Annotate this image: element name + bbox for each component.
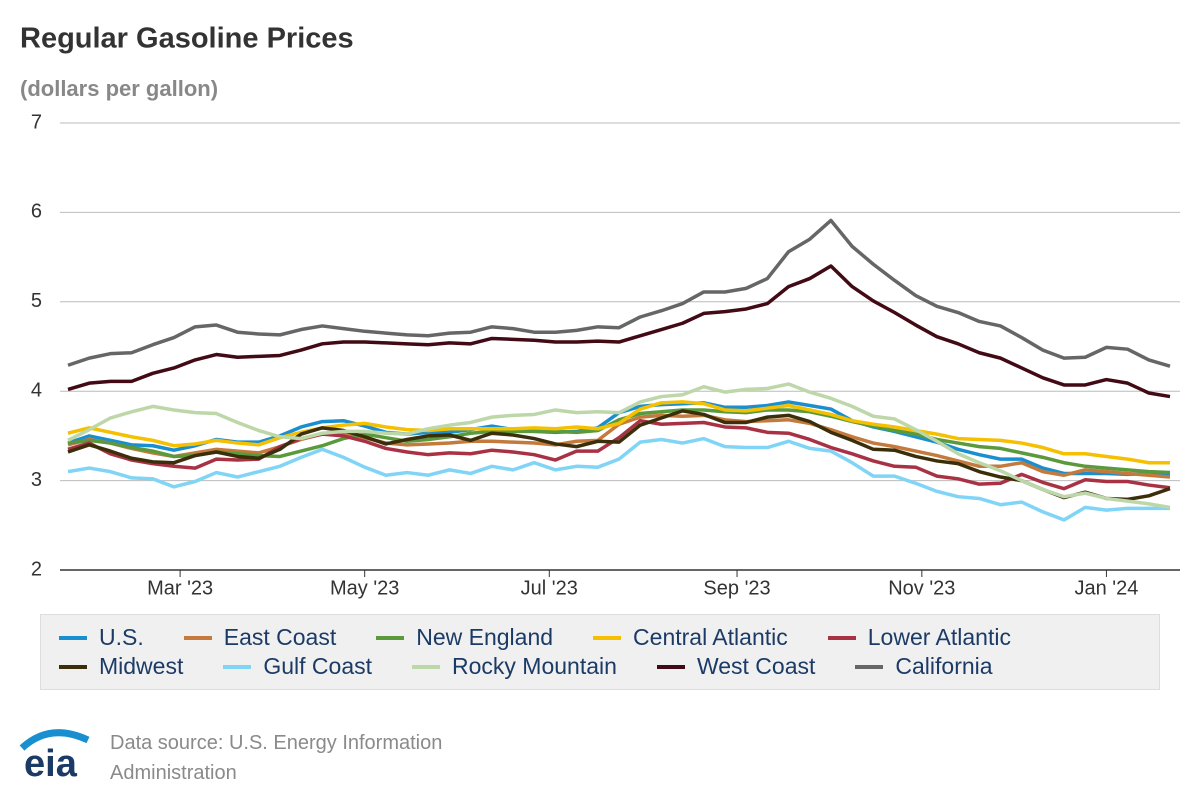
x-tick-label: May '23	[330, 577, 399, 599]
y-tick-label: 4	[31, 379, 42, 401]
chart-subtitle: (dollars per gallon)	[20, 76, 218, 101]
legend-item[interactable]: Central Atlantic	[593, 624, 788, 651]
legend-swatch	[412, 664, 441, 669]
legend-swatch	[827, 635, 856, 640]
legend: U.S. East Coast New England Central Atlanti…	[40, 614, 1160, 690]
series-line	[67, 436, 1170, 522]
legend-label: West Coast	[696, 653, 816, 679]
legend-label: Gulf Coast	[263, 653, 373, 679]
logo-arc	[19, 729, 90, 751]
legend-item[interactable]: U.S.	[59, 624, 144, 651]
series-line	[67, 400, 1170, 465]
legend-item[interactable]: New England	[376, 624, 553, 651]
y-tick-label: 3	[31, 469, 42, 491]
legend-swatch	[656, 664, 685, 669]
legend-label: New England	[416, 624, 554, 650]
legend-item[interactable]: Rocky Mountain	[412, 653, 617, 680]
series-line	[67, 382, 1171, 510]
legend-label: Rocky Mountain	[452, 653, 617, 679]
x-tick-label: Nov '23	[888, 577, 955, 599]
legend-item[interactable]: Gulf Coast	[223, 653, 372, 680]
legend-swatch	[59, 664, 87, 669]
logo-text: eia	[24, 743, 78, 785]
legend-swatch	[183, 635, 212, 640]
legend-item[interactable]: West Coast	[656, 653, 816, 680]
source-note: Data source: U.S. Energy Information Adm…	[110, 732, 443, 784]
y-tick-label: 2	[31, 558, 42, 580]
legend-swatch	[59, 635, 87, 640]
legend-swatch	[223, 664, 252, 669]
legend-swatch	[593, 635, 622, 640]
legend-item[interactable]: East Coast	[183, 624, 337, 651]
series-line	[67, 218, 1171, 368]
legend-label: Lower Atlantic	[867, 624, 1011, 650]
y-tick-label: 5	[31, 290, 42, 312]
series-line	[67, 264, 1171, 399]
x-tick-label: Jan '24	[1074, 577, 1138, 599]
legend-swatch	[855, 664, 884, 669]
y-tick-label: 6	[31, 201, 42, 223]
legend-label: California	[895, 653, 993, 679]
y-tick-label: 7	[31, 111, 42, 133]
eia-logo: eia	[19, 729, 90, 785]
legend-label: Midwest	[99, 653, 184, 679]
legend-label: U.S.	[99, 624, 144, 650]
series-line	[67, 408, 1171, 475]
x-tick-label: Jul '23	[521, 577, 578, 599]
chart-title: Regular Gasoline Prices	[20, 23, 354, 55]
legend-item[interactable]: California	[855, 653, 993, 680]
legend-label: Central Atlantic	[633, 624, 788, 650]
x-tick-label: Mar '23	[147, 577, 213, 599]
legend-swatch	[376, 635, 405, 640]
legend-label: East Coast	[223, 624, 337, 650]
x-tick-label: Sep '23	[703, 577, 770, 599]
legend-item[interactable]: Midwest	[59, 653, 183, 680]
series-line	[67, 409, 1171, 502]
series-line	[67, 418, 1171, 491]
legend-item[interactable]: Lower Atlantic	[827, 624, 1011, 651]
